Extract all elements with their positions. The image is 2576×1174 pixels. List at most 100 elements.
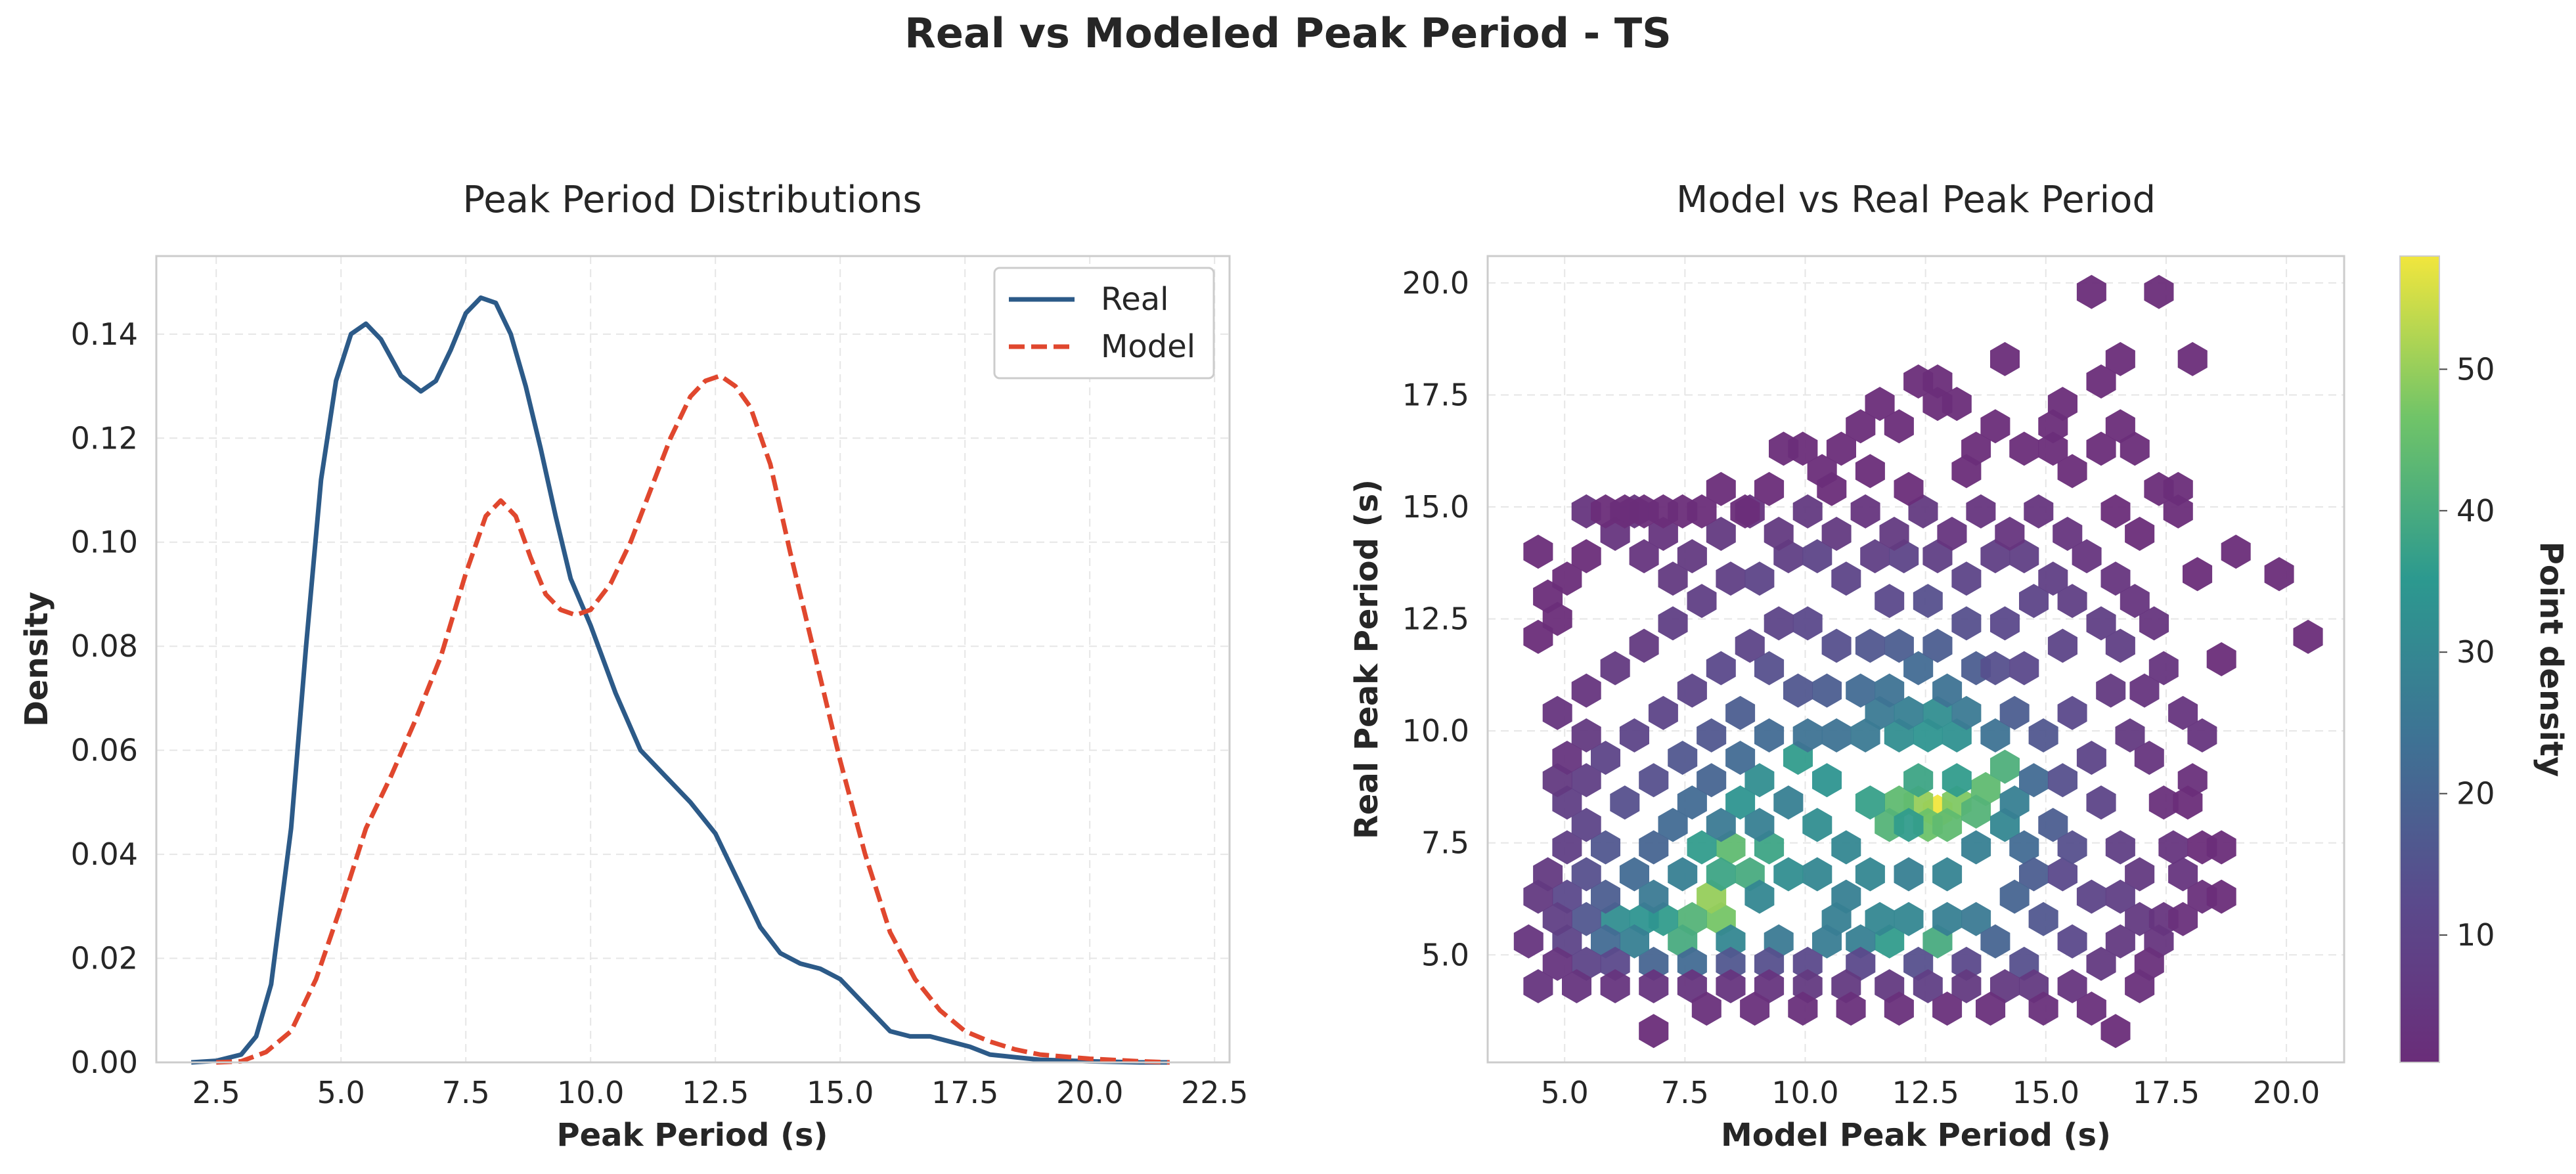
density-y-tick-label: 0.00 bbox=[71, 1045, 138, 1080]
hexbin-cell bbox=[1821, 628, 1852, 663]
hexbin-cell bbox=[1913, 584, 1943, 619]
hexbin-cell bbox=[1639, 969, 1669, 1003]
hexbin-cell bbox=[1648, 517, 1678, 551]
hexbin-cell bbox=[2086, 364, 2116, 399]
hexbin-cell bbox=[1716, 561, 1746, 596]
hexbin-cell bbox=[1600, 946, 1630, 981]
hexbin-cell bbox=[1826, 431, 1856, 466]
hexbin-cell bbox=[2105, 628, 2135, 663]
hexbin-cell bbox=[2129, 673, 2160, 708]
hexbin-x-tick-label: 15.0 bbox=[2012, 1075, 2079, 1110]
hexbin-cell bbox=[1639, 830, 1669, 865]
hexbin-x-axis-label: Model Peak Period (s) bbox=[1721, 1117, 2111, 1154]
hexbin-cell bbox=[1629, 628, 1659, 663]
hexbin-cell bbox=[1951, 606, 1982, 641]
hexbin-cell bbox=[2144, 274, 2174, 309]
hexbin-cell bbox=[2206, 879, 2236, 914]
hexbin-cell bbox=[1754, 718, 1785, 752]
legend: Real Model bbox=[993, 267, 1215, 380]
hexbin-cell bbox=[1792, 494, 1823, 529]
hexbin-cell bbox=[1740, 991, 1770, 1026]
hexbin-cell bbox=[1523, 534, 1553, 569]
hexbin-x-tick-label: 17.5 bbox=[2133, 1075, 2200, 1110]
hexbin-cell bbox=[1677, 785, 1707, 820]
hexbin-cell bbox=[1591, 741, 1620, 775]
hexbin-cell bbox=[1523, 969, 1553, 1003]
hexbin-cell bbox=[1658, 606, 1688, 641]
hexbin-cell bbox=[2125, 902, 2155, 936]
hexbin-cell bbox=[2125, 969, 2155, 1003]
hexbin-cells bbox=[1513, 274, 2323, 1049]
hexbin-cell bbox=[1855, 857, 1885, 892]
hexbin-cell bbox=[1922, 387, 1953, 422]
hexbin-cell bbox=[1894, 695, 1924, 730]
hexbin-y-tick-label: 15.0 bbox=[1402, 489, 1469, 525]
hexbin-cell bbox=[2163, 494, 2193, 529]
hexbin-cell bbox=[1865, 902, 1895, 936]
hexbin-cell bbox=[2038, 561, 2068, 596]
hexbin-cell bbox=[1932, 991, 1963, 1026]
hexbin-cell bbox=[1903, 364, 1934, 399]
hexbin-cell bbox=[1792, 946, 1823, 981]
hexbin-y-tick-label: 5.0 bbox=[1421, 937, 1469, 972]
hexbin-cell bbox=[1716, 924, 1746, 959]
hexbin-cell bbox=[1552, 830, 1582, 865]
hexbin-cell bbox=[1523, 619, 1553, 654]
hexbin-cell bbox=[1802, 808, 1832, 842]
hexbin-cell bbox=[1846, 924, 1876, 959]
hexbin-cell bbox=[1754, 946, 1785, 981]
hexbin-y-tick-label: 20.0 bbox=[1402, 265, 1469, 301]
hexbin-cell bbox=[2086, 946, 2116, 981]
density-x-tick-label: 15.0 bbox=[807, 1075, 874, 1110]
hexbin-cell bbox=[2019, 763, 2049, 798]
density-series-model bbox=[216, 373, 1170, 1065]
density-chart-title: Peak Period Distributions bbox=[462, 179, 922, 221]
colorbar-tick-label: 40 bbox=[2456, 493, 2495, 529]
hexbin-cell bbox=[2009, 830, 2039, 865]
hexbin-cell bbox=[1677, 673, 1707, 708]
hexbin-cell bbox=[1677, 946, 1707, 981]
hexbin-cell bbox=[1533, 857, 1563, 892]
legend-real-label: Real bbox=[1101, 281, 1168, 318]
hexbin-cell bbox=[1932, 857, 1963, 892]
hexbin-cell bbox=[1571, 902, 1601, 936]
hexbin-cell bbox=[1754, 969, 1785, 1003]
hexbin-x-tick-label: 5.0 bbox=[1541, 1075, 1589, 1110]
hexbin-cell bbox=[2163, 471, 2193, 506]
hexbin-cell bbox=[1961, 794, 1991, 829]
hexbin-cell bbox=[1542, 902, 1572, 936]
density-x-tick-label: 22.5 bbox=[1181, 1075, 1248, 1110]
hexbin-cell bbox=[1831, 830, 1861, 865]
hexbin-cell bbox=[1922, 628, 1953, 663]
hexbin-cell bbox=[2158, 830, 2188, 865]
hexbin-cell bbox=[1894, 902, 1924, 936]
hexbin-cell bbox=[1769, 431, 1799, 466]
hexbin-cell bbox=[1932, 808, 1963, 842]
hexbin-cell bbox=[1687, 830, 1717, 865]
hexbin-cell bbox=[2019, 584, 2049, 619]
hexbin-cell bbox=[1648, 695, 1678, 730]
hexbin-cell bbox=[1817, 471, 1847, 506]
hexbin-cell bbox=[2038, 808, 2068, 842]
density-x-axis-label: Peak Period (s) bbox=[556, 1117, 828, 1154]
hexbin-cell bbox=[2028, 991, 2058, 1026]
hexbin-cell bbox=[2047, 763, 2077, 798]
hexbin-cell bbox=[2009, 539, 2039, 574]
hexbin-cell bbox=[2187, 718, 2217, 752]
hexbin-cell bbox=[1571, 808, 1601, 842]
hexbin-cell bbox=[1802, 857, 1832, 892]
hexbin-cell bbox=[1846, 946, 1876, 981]
hexbin-cell bbox=[1658, 561, 1688, 596]
hexbin-cell bbox=[2057, 830, 2087, 865]
hexbin-cell bbox=[1908, 494, 1938, 529]
hexbin-cell bbox=[2168, 695, 2198, 730]
hexbin-cell bbox=[1619, 718, 1649, 752]
hexbin-cell bbox=[2057, 969, 2087, 1003]
hexbin-cell bbox=[1932, 673, 1963, 708]
hexbin-cell bbox=[1764, 517, 1794, 551]
hexbin-cell bbox=[2105, 830, 2135, 865]
hexbin-cell bbox=[1812, 924, 1842, 959]
hexbin-cell bbox=[1913, 969, 1943, 1003]
hexbin-cell bbox=[1668, 857, 1698, 892]
hexbin-cell bbox=[1999, 785, 2030, 820]
